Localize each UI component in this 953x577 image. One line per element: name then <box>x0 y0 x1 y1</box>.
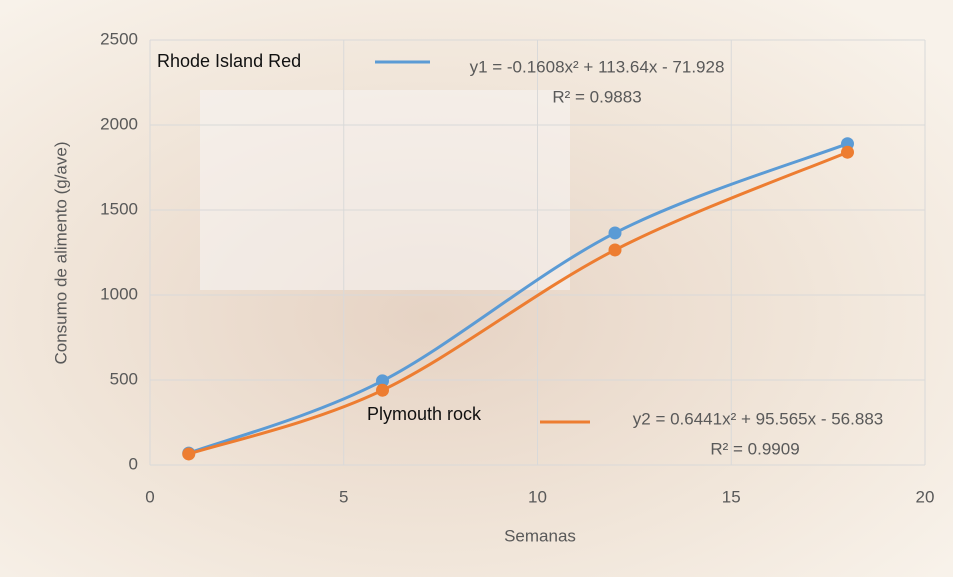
y-axis-label: Consumo de alimento (g/ave) <box>51 141 70 364</box>
series-name: Plymouth rock <box>367 404 482 424</box>
y-tick-label: 1500 <box>100 199 138 218</box>
x-tick-label: 15 <box>722 487 741 506</box>
trendline-equation: y1 = -0.1608x² + 113.64x - 71.928 <box>470 57 725 76</box>
data-point <box>376 384 389 397</box>
x-tick-label: 10 <box>528 487 547 506</box>
x-axis-label: Semanas <box>504 526 576 545</box>
y-tick-label: 2000 <box>100 114 138 133</box>
x-tick-label: 5 <box>339 487 348 506</box>
data-point <box>609 226 622 239</box>
trendline-r2: R² = 0.9909 <box>710 439 799 458</box>
y-tick-label: 0 <box>129 454 138 473</box>
x-tick-label: 20 <box>916 487 935 506</box>
y-tick-label: 2500 <box>100 29 138 48</box>
trendline-equation: y2 = 0.6441x² + 95.565x - 56.883 <box>633 409 883 428</box>
trendline-r2: R² = 0.9883 <box>552 87 641 106</box>
y-tick-label: 1000 <box>100 284 138 303</box>
series-name: Rhode Island Red <box>157 51 301 71</box>
x-tick-label: 0 <box>145 487 154 506</box>
data-point <box>609 243 622 256</box>
data-point <box>841 146 854 159</box>
background-photo-area <box>200 90 570 290</box>
data-point <box>182 447 195 460</box>
y-tick-label: 500 <box>110 369 138 388</box>
chart: Semanas Consumo de alimento (g/ave) 0 500… <box>0 0 953 577</box>
